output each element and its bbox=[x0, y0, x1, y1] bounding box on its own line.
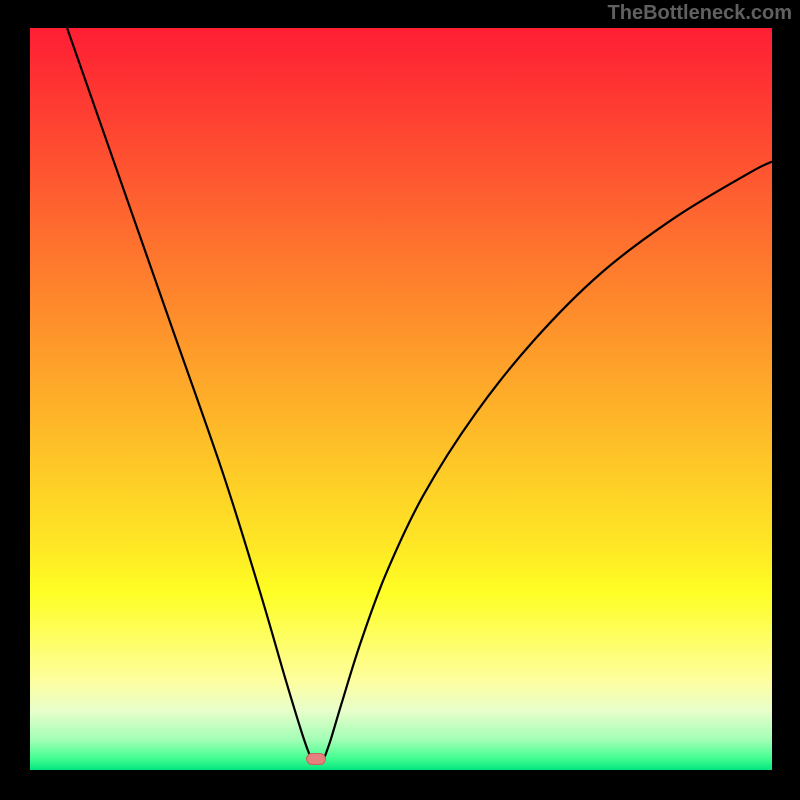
optimum-marker bbox=[306, 753, 326, 765]
plot-area bbox=[30, 28, 772, 770]
curve-layer bbox=[30, 28, 772, 770]
chart-container: TheBottleneck.com bbox=[0, 0, 800, 800]
bottleneck-curve bbox=[67, 28, 772, 761]
watermark-text: TheBottleneck.com bbox=[608, 2, 792, 25]
